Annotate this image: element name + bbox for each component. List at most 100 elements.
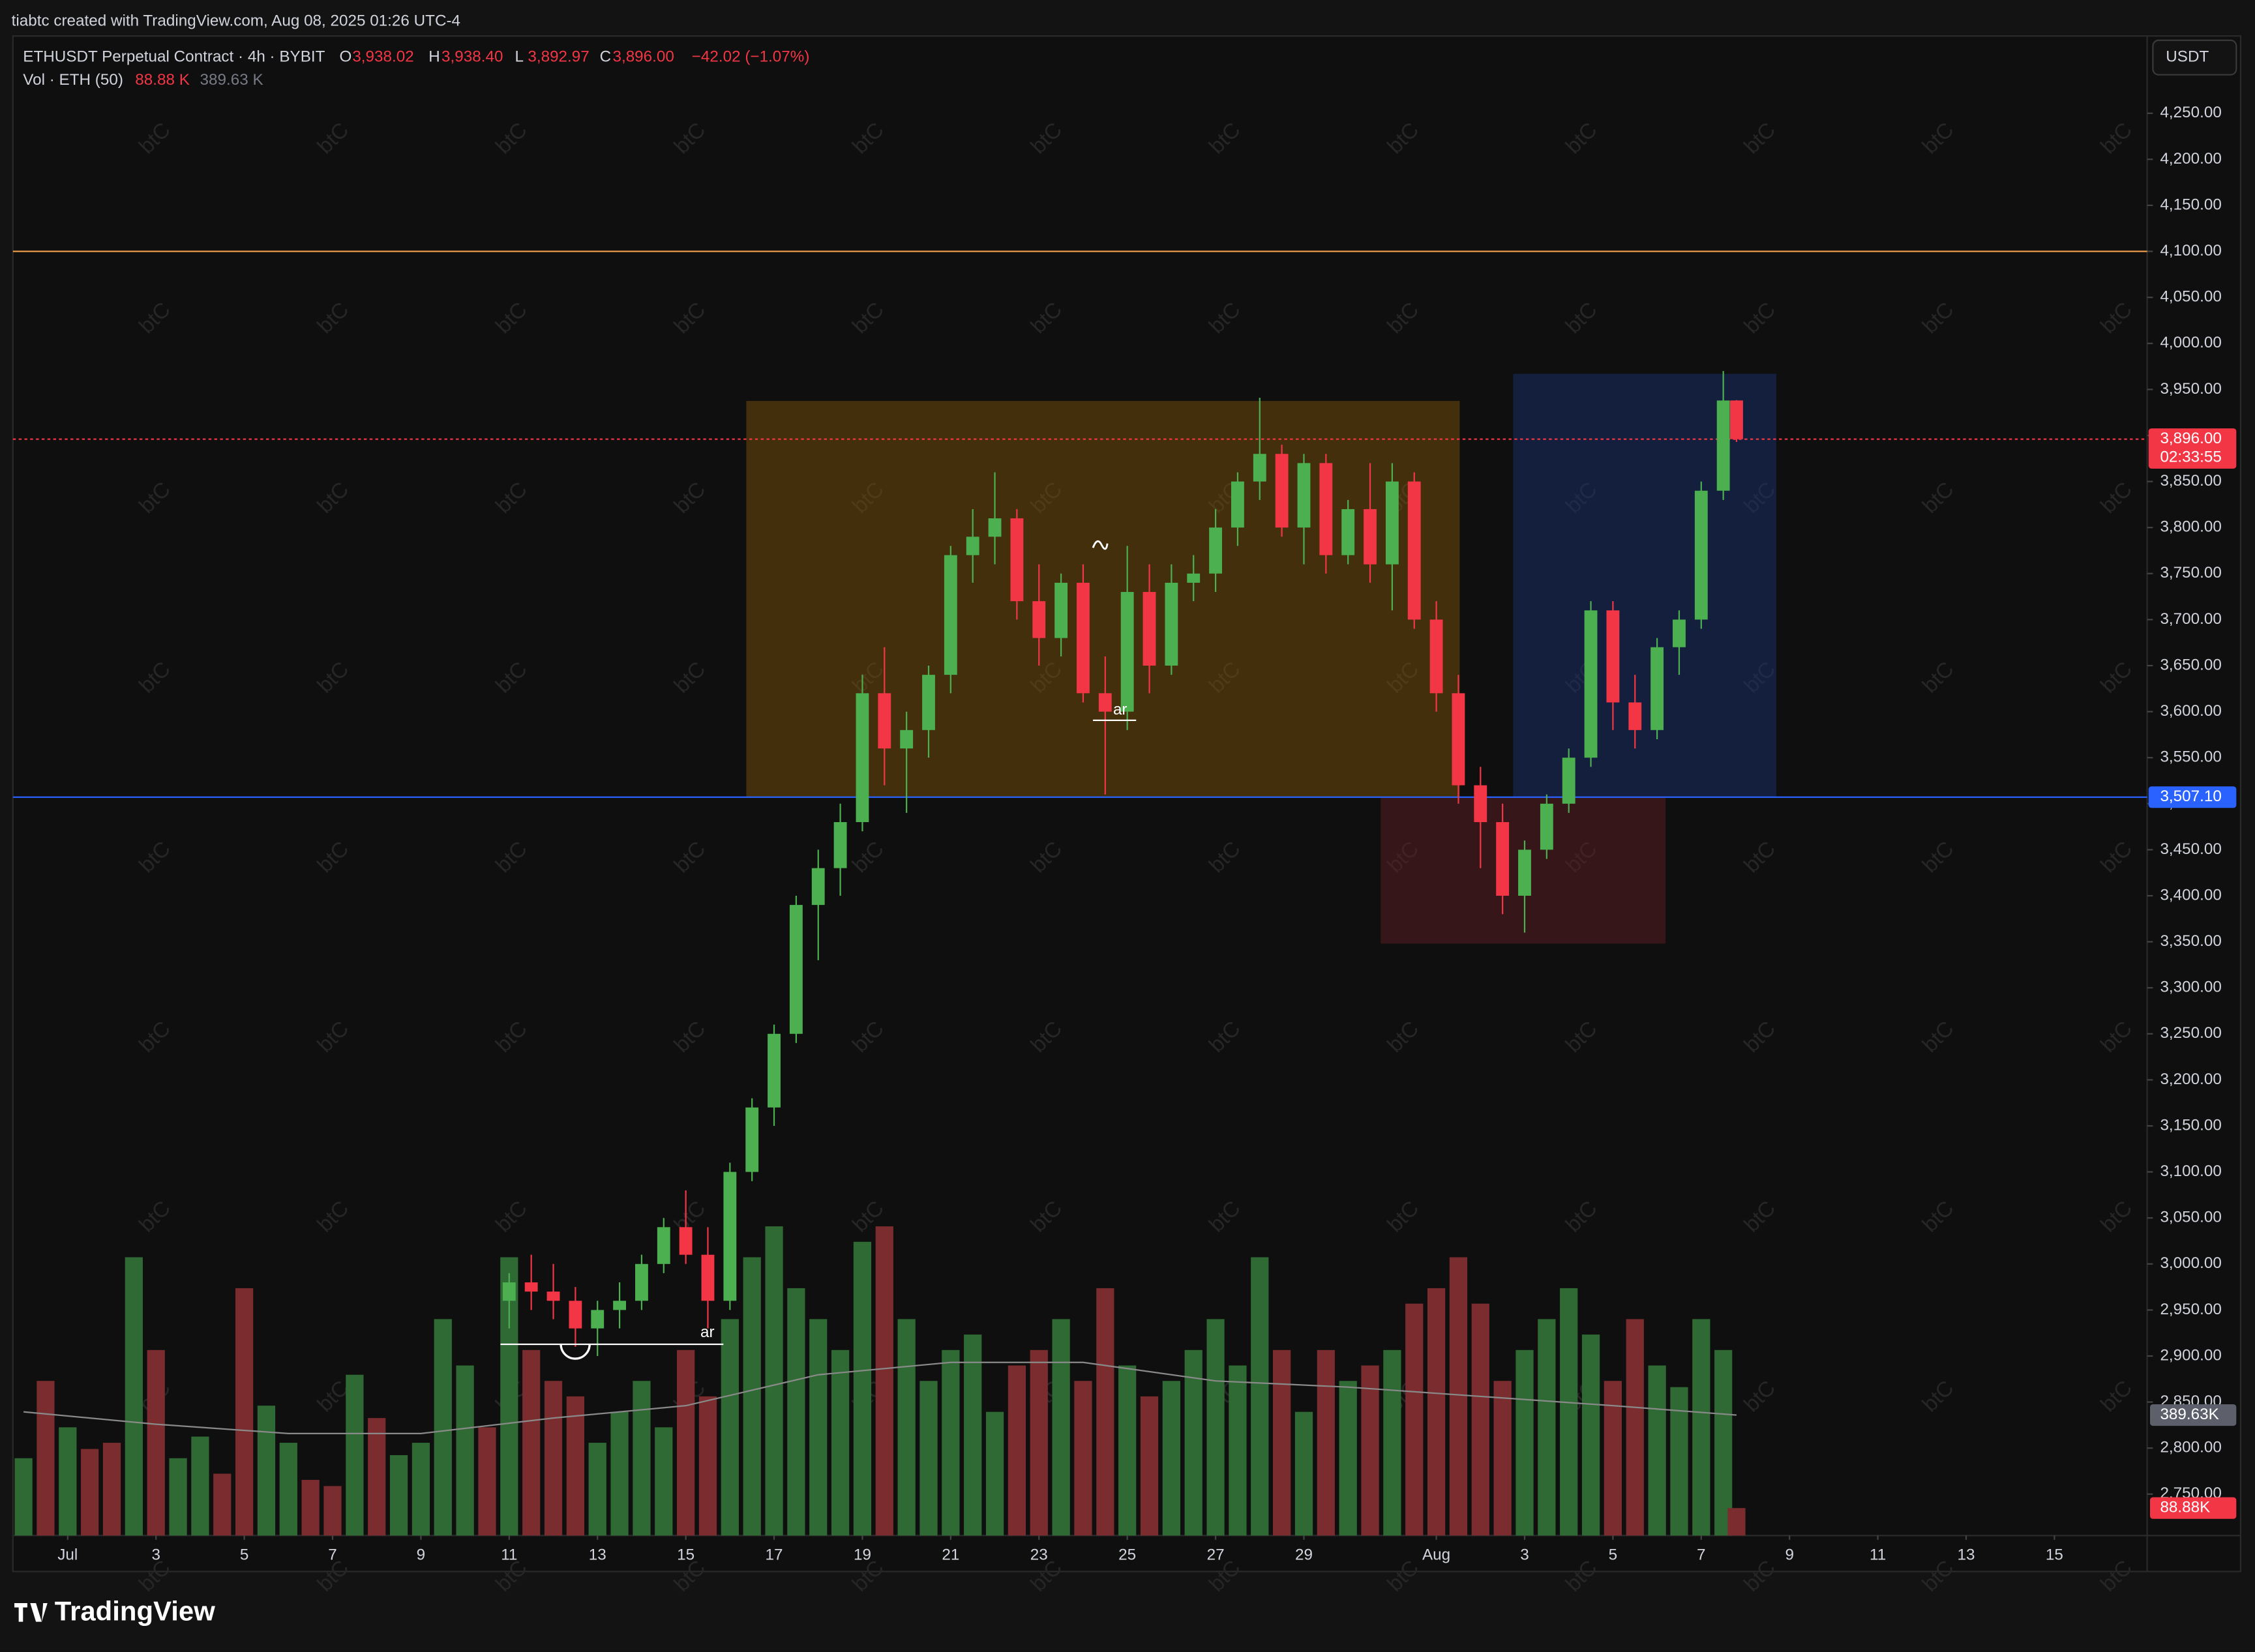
volume-bar [1516,1350,1534,1536]
ohlc-value: 3,938.40 [441,48,503,66]
volume-bar [1538,1319,1556,1536]
candle-body [1165,582,1178,666]
volume-bar [434,1319,452,1536]
volume-bar [1449,1257,1468,1536]
volume-bar [1052,1319,1070,1536]
volume-bar [919,1381,938,1536]
volume-bar [191,1436,209,1536]
candle-body [679,1227,693,1255]
volume-bar [1692,1319,1710,1536]
volume-bar [1251,1257,1269,1536]
volume-bar [1118,1365,1137,1536]
volume-tag [2150,1497,2237,1519]
y-tick-label: 3,550.00 [2160,748,2221,766]
candle-body [657,1227,670,1264]
y-tick-label: 3,350.00 [2160,932,2221,950]
candle-body [1275,454,1289,528]
annotation: ar [700,1323,715,1341]
candle-body [1054,582,1068,638]
y-tick-label: 4,100.00 [2160,242,2221,259]
candle-body [1032,601,1046,638]
volume-bar [147,1350,165,1536]
logo-icon [14,1602,48,1622]
x-tick-label: 15 [677,1546,694,1564]
zone-box [746,401,1460,797]
x-tick-label: 27 [1207,1546,1225,1564]
volume-bar [1008,1365,1026,1536]
volume-bar [544,1381,563,1536]
ohlc-key: C [600,48,612,66]
volume-bar [1493,1381,1512,1536]
candle-body [546,1291,560,1301]
candle-body [1077,582,1090,694]
x-tick-label: 25 [1118,1546,1136,1564]
currency-button[interactable] [2152,39,2237,76]
volume-bar [633,1381,651,1536]
volume-bar [478,1427,496,1536]
y-tick-label: 3,100.00 [2160,1162,2221,1180]
volume-bar [213,1473,231,1536]
volume-bar [456,1365,474,1536]
volume-bar [1361,1365,1379,1536]
volume-bar [279,1443,297,1536]
volume-bar [853,1241,872,1536]
volume-bar [875,1226,893,1536]
volume-bar [1383,1350,1401,1536]
credit: tiabtc created with TradingView.com, Aug… [12,12,460,30]
y-tick-label: 4,150.00 [2160,196,2221,213]
candle-body [1606,610,1620,703]
candle-body [1297,463,1311,528]
volume-bar [985,1411,1004,1536]
volume-bar [1648,1365,1666,1536]
candle-body [1650,647,1664,730]
volume-bar [698,1396,717,1536]
candle-body [833,822,847,868]
ohlc-key: L [515,48,524,66]
ohlc-key: O [339,48,351,66]
y-tick-label: 3,800.00 [2160,518,2221,536]
y-tick-label: 4,050.00 [2160,288,2221,306]
price-tag-countdown: 02:33:55 [2160,449,2221,466]
volume-bar [1229,1365,1247,1536]
volume-bar [1626,1319,1644,1536]
candle-body [1474,785,1487,823]
candle-body [1187,573,1201,583]
candle-body [1407,481,1421,620]
volume-bar [301,1479,320,1536]
volume-bar [14,1458,33,1536]
volume-bar [964,1335,982,1536]
volume-bar [411,1443,430,1536]
x-tick-label: 3 [151,1546,160,1564]
candle-body [1364,509,1377,565]
volume-bar [389,1455,408,1536]
x-tick-label: 19 [854,1546,871,1564]
volume-bar [655,1427,673,1536]
annotation: ar [1113,701,1128,718]
y-tick-label: 3,400.00 [2160,886,2221,904]
volume-bar [721,1319,739,1536]
volume-bar [809,1319,828,1536]
x-tick-label: 5 [240,1546,249,1564]
x-tick-label: Jul [57,1546,78,1564]
x-tick-label: 29 [1295,1546,1313,1564]
candle-body [900,730,914,749]
x-tick-label: 9 [1785,1546,1794,1564]
candle-body [922,675,935,730]
y-tick-label: 4,200.00 [2160,150,2221,168]
symbol: ETHUSDT Perpetual Contract · 4h · BYBIT [23,48,325,66]
x-tick-label: 5 [1609,1546,1618,1564]
candle-body [524,1282,538,1292]
candle-body [988,518,1002,537]
volume-bar [346,1374,364,1536]
currency[interactable]: USDT [2166,48,2209,66]
x-tick-label: 17 [766,1546,783,1564]
volume-bar [1273,1350,1291,1536]
volume-bar [257,1406,276,1536]
volume-bar [897,1319,916,1536]
candle-body [635,1263,648,1301]
x-tick-label: 3 [1520,1546,1529,1564]
x-tick-label: 23 [1030,1546,1048,1564]
volume-bar [125,1257,143,1536]
y-tick-label: 3,000.00 [2160,1254,2221,1272]
volume-bar [81,1449,99,1536]
